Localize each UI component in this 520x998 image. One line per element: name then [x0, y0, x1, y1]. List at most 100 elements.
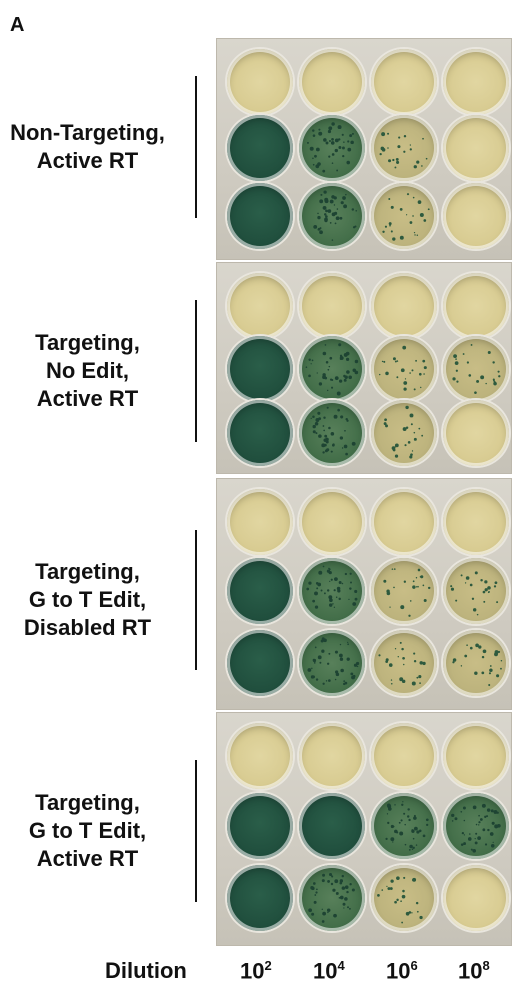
colony-spot — [494, 581, 498, 585]
colony-spot — [475, 643, 479, 647]
colony-spot — [412, 215, 414, 217]
colony-spot — [466, 361, 469, 364]
colony-speckles — [382, 193, 430, 241]
colony-spot — [347, 906, 349, 909]
colony-spot — [389, 224, 391, 227]
well — [443, 183, 509, 249]
colony-spot — [347, 641, 349, 643]
colony-spot — [396, 898, 399, 902]
colony-spot — [491, 821, 495, 825]
colony-spot — [405, 426, 409, 430]
colony-spot — [482, 649, 487, 653]
colony-spot — [337, 125, 342, 130]
colony-spot — [450, 585, 453, 588]
colony-spot — [394, 454, 399, 459]
colony-spot — [325, 360, 329, 364]
colony-spot — [354, 225, 357, 228]
well — [227, 793, 293, 859]
colony-spot — [406, 214, 408, 216]
colony-spot — [331, 137, 334, 141]
colony-spot — [317, 655, 322, 659]
colony-spot — [412, 846, 415, 849]
colony-spot — [327, 368, 330, 371]
colony-spot — [450, 587, 455, 592]
well — [443, 723, 509, 789]
colony-spot — [322, 206, 327, 210]
colony-spot — [392, 158, 395, 162]
colony-spot — [343, 679, 346, 682]
colony-spot — [327, 209, 332, 213]
colony-spot — [338, 145, 342, 149]
well — [299, 183, 365, 249]
colony-spot — [328, 652, 331, 655]
colony-spot — [345, 193, 347, 196]
colony-spot — [317, 582, 322, 587]
colony-spot — [419, 681, 421, 684]
colony-spot — [320, 193, 323, 196]
colony-spot — [314, 422, 319, 426]
colony-spot — [409, 371, 411, 374]
colony-spot — [332, 888, 336, 892]
colony-spot — [329, 378, 333, 381]
colony-spot — [307, 667, 312, 672]
colony-spot — [327, 911, 329, 914]
colony-spot — [415, 844, 418, 846]
colony-speckles — [377, 876, 423, 924]
colony-spot — [421, 435, 424, 437]
colony-spot — [403, 150, 406, 153]
colony-speckles — [451, 803, 501, 853]
colony-spot — [460, 574, 463, 577]
group-label-line: Targeting, — [35, 790, 140, 815]
colony-spot — [476, 614, 479, 616]
colony-spot — [425, 818, 429, 822]
colony-spot — [347, 642, 350, 645]
colony-spot — [403, 580, 406, 584]
colony-spot — [416, 910, 419, 913]
colony-spot — [310, 418, 312, 420]
colony-spot — [328, 678, 331, 682]
colony-spot — [321, 908, 323, 910]
colony-spot — [470, 848, 473, 851]
colony-spot — [390, 205, 394, 209]
well — [299, 865, 365, 931]
well — [227, 558, 293, 625]
well — [299, 400, 365, 467]
colony-spot — [402, 889, 405, 893]
colony-spot — [343, 378, 347, 382]
colony-spot — [413, 432, 416, 434]
colony-spot — [484, 843, 488, 846]
colony-spot — [390, 879, 394, 883]
well — [227, 865, 293, 931]
colony-spot — [474, 837, 476, 840]
colony-spot — [314, 154, 317, 158]
colony-spot — [335, 216, 340, 221]
colony-spot — [416, 830, 420, 834]
colony-spot — [314, 646, 317, 648]
colony-spot — [315, 147, 320, 152]
well — [443, 273, 509, 339]
colony-spot — [484, 815, 487, 818]
colony-spot — [400, 900, 402, 903]
colony-spot — [387, 132, 390, 135]
colony-spot — [475, 832, 478, 835]
colony-spot — [393, 586, 395, 589]
colony-spot — [388, 662, 393, 667]
group-bracket-line — [195, 76, 197, 218]
colony-spot — [385, 371, 389, 375]
colony-spot — [403, 380, 408, 385]
colony-spot — [488, 671, 492, 674]
colony-spot — [415, 901, 419, 905]
colony-spot — [318, 381, 323, 386]
colony-spot — [342, 196, 346, 200]
colony-spot — [423, 365, 427, 369]
colony-speckles — [307, 636, 360, 685]
well — [443, 49, 509, 115]
colony-spot — [327, 129, 332, 134]
colony-spot — [344, 885, 349, 889]
group-label: Targeting, G to T Edit, Active RT — [0, 760, 200, 902]
colony-spot — [391, 446, 396, 451]
colony-spot — [396, 160, 400, 164]
colony-spot — [323, 416, 326, 420]
colony-spot — [323, 438, 327, 443]
colony-speckles — [308, 872, 355, 923]
